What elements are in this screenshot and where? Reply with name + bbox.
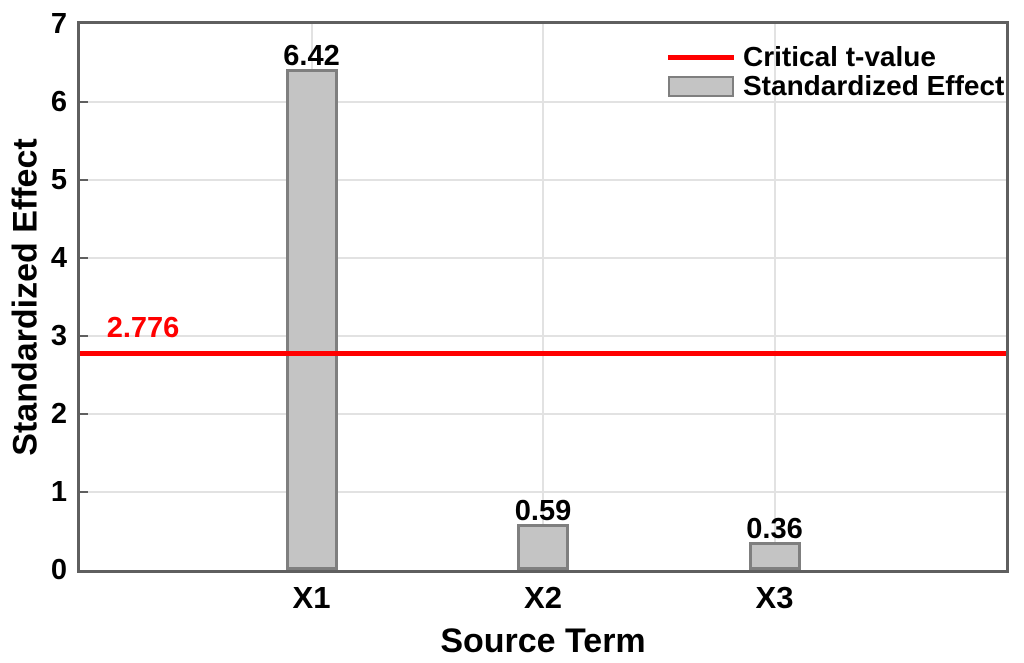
x-tick-label-X2: X2 bbox=[524, 580, 562, 615]
x-axis-title: Source Term bbox=[440, 622, 646, 660]
y-tick-mark-3 bbox=[80, 335, 88, 337]
bar-value-label-X2: 0.59 bbox=[514, 494, 572, 527]
y-tick-label-1: 1 bbox=[50, 476, 67, 508]
bar-X3 bbox=[748, 541, 801, 570]
y-tick-mark-2 bbox=[80, 413, 88, 415]
legend-entry-critical-t: Critical t-value bbox=[668, 43, 1004, 71]
critical-t-value-label: 2.776 bbox=[106, 311, 180, 344]
legend-box-swatch bbox=[668, 75, 734, 97]
legend-label-critical-t: Critical t-value bbox=[743, 41, 936, 72]
y-tick-label-5: 5 bbox=[50, 164, 67, 196]
bar-value-label-X1: 6.42 bbox=[283, 40, 340, 73]
critical-t-line bbox=[80, 350, 1006, 356]
y-tick-mark-1 bbox=[80, 491, 88, 493]
bar-X1 bbox=[285, 69, 338, 570]
plot-area: 6.42 0.59 0.36 2.776 Critical t-value Stan… bbox=[77, 21, 1009, 573]
y-tick-label-0: 0 bbox=[50, 554, 67, 586]
y-tick-mark-6 bbox=[80, 101, 88, 103]
x-tick-label-X3: X3 bbox=[755, 580, 794, 615]
bar-value-label-X3: 0.36 bbox=[746, 512, 803, 545]
bar-X2 bbox=[517, 523, 569, 570]
y-tick-mark-4 bbox=[80, 257, 88, 259]
y-tick-label-6: 6 bbox=[50, 86, 67, 118]
x-tick-label-X1: X1 bbox=[292, 580, 331, 615]
legend: Critical t-value Standardized Effect bbox=[668, 43, 1004, 101]
v-gridline-X2 bbox=[542, 24, 544, 570]
y-tick-label-7: 7 bbox=[50, 8, 67, 40]
v-gridline-X3 bbox=[773, 24, 776, 570]
y-tick-mark-5 bbox=[80, 179, 88, 181]
y-tick-label-4: 4 bbox=[50, 242, 67, 274]
legend-label-standardized-effect: Standardized Effect bbox=[743, 70, 1005, 101]
legend-line-swatch bbox=[668, 54, 734, 60]
y-tick-label-2: 2 bbox=[50, 398, 67, 430]
y-tick-label-3: 3 bbox=[50, 320, 67, 352]
legend-entry-standardized-effect: Standardized Effect bbox=[668, 72, 1004, 100]
